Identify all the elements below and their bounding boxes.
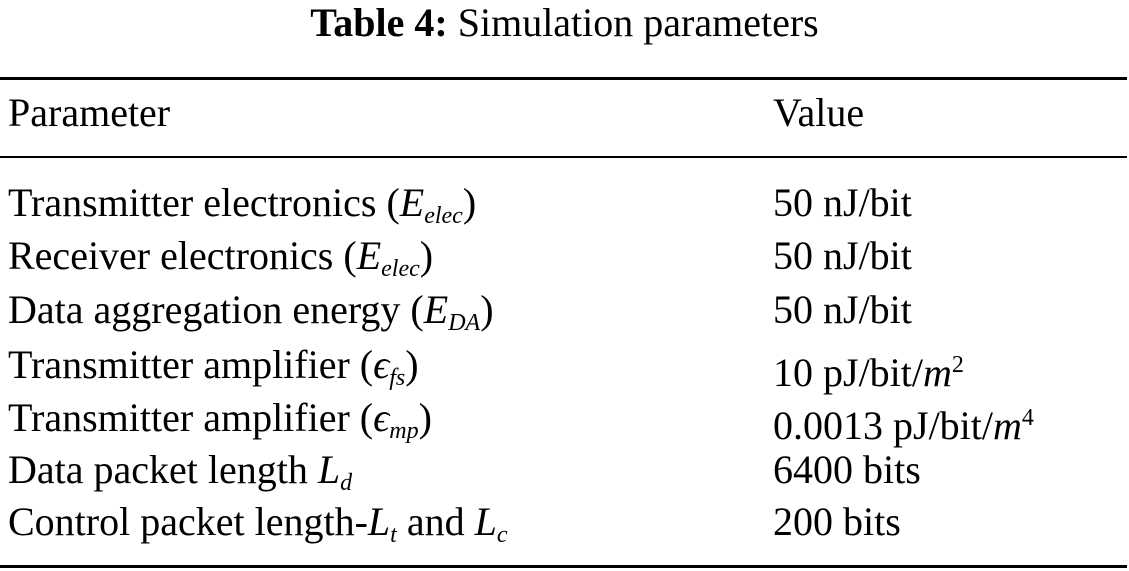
symbol: L: [474, 499, 497, 544]
text: Receiver electronics (: [8, 233, 357, 278]
value-cell: 6400 bits: [773, 444, 921, 496]
symbol: m: [923, 350, 952, 395]
symbol: E: [399, 180, 425, 225]
table-caption: Table 4: Simulation parameters: [0, 0, 1129, 46]
symbol: E: [356, 233, 382, 278]
subscript: elec: [381, 256, 420, 282]
text: Transmitter amplifier (: [8, 342, 374, 387]
superscript: 2: [951, 352, 964, 378]
text: ): [418, 395, 432, 440]
text: 50 nJ/bit: [773, 287, 912, 332]
table-row: Receiver electronics (Eelec) 50 nJ/bit: [0, 230, 1129, 282]
header-cell: Value: [773, 90, 865, 135]
subscript: c: [496, 522, 508, 548]
caption-label: Table 4:: [310, 0, 448, 45]
subscript: DA: [448, 310, 481, 336]
header-cell: Parameter: [8, 90, 171, 135]
header-row: Parameter Value: [0, 87, 1129, 139]
value-cell: 10 pJ/bit/m2: [773, 339, 964, 399]
caption-text: Simulation parameters: [457, 0, 819, 45]
text: 200 bits: [773, 499, 901, 544]
text: Data aggregation energy (: [8, 287, 424, 332]
text: Transmitter amplifier (: [8, 395, 374, 440]
table-row: Transmitter amplifier (ϵmp) 0.0013 pJ/bi…: [0, 392, 1129, 448]
subscript: t: [390, 522, 397, 548]
value-cell: 50 nJ/bit: [773, 177, 912, 229]
text: 6400 bits: [773, 447, 921, 492]
param-cell: Transmitter amplifier (ϵmp): [8, 392, 432, 457]
subscript: d: [340, 470, 353, 496]
table-row: Transmitter electronics (Eelec) 50 nJ/bi…: [0, 177, 1129, 229]
symbol: ϵ: [373, 395, 390, 440]
text: and: [396, 499, 475, 544]
value-cell: 50 nJ/bit: [773, 284, 912, 336]
mid-rule: [0, 156, 1127, 158]
bottom-rule: [0, 565, 1127, 568]
symbol: L: [317, 447, 341, 492]
subscript: fs: [389, 365, 406, 391]
text: ): [480, 287, 494, 332]
subscript: mp: [389, 418, 419, 444]
text: ): [462, 180, 477, 225]
table-row: Transmitter amplifier (ϵfs) 10 pJ/bit/m2: [0, 339, 1129, 395]
symbol: E: [423, 287, 449, 332]
symbol: ϵ: [373, 342, 390, 387]
param-cell: Control packet length-Lt and Lc: [8, 496, 508, 561]
value-cell: 0.0013 pJ/bit/m4: [773, 392, 1034, 452]
text: 0.0013 pJ/bit/: [773, 403, 994, 448]
text: 50 nJ/bit: [773, 233, 912, 278]
text: Data packet length: [8, 447, 318, 492]
param-cell: Transmitter electronics (Eelec): [8, 177, 476, 242]
text: Control packet length-: [8, 499, 368, 544]
table-row: Data packet length Ld 6400 bits: [0, 444, 1129, 496]
symbol: m: [993, 403, 1022, 448]
param-cell: Data aggregation energy (EDA): [8, 284, 494, 349]
text: ): [419, 233, 434, 278]
text: ): [405, 342, 419, 387]
param-cell: Transmitter amplifier (ϵfs): [8, 339, 419, 404]
superscript: 4: [1021, 405, 1034, 431]
text: Transmitter electronics (: [8, 180, 400, 225]
value-cell: 50 nJ/bit: [773, 230, 912, 282]
text: 50 nJ/bit: [773, 180, 912, 225]
table-row: Control packet length-Lt and Lc 200 bits: [0, 496, 1129, 548]
table-row: Data aggregation energy (EDA) 50 nJ/bit: [0, 284, 1129, 336]
value-cell: 200 bits: [773, 496, 901, 548]
param-cell: Data packet length Ld: [8, 444, 352, 509]
param-cell: Receiver electronics (Eelec): [8, 230, 433, 295]
top-rule: [0, 77, 1127, 80]
symbol: L: [367, 499, 391, 544]
text: 10 pJ/bit/: [773, 350, 924, 395]
subscript: elec: [424, 203, 463, 229]
